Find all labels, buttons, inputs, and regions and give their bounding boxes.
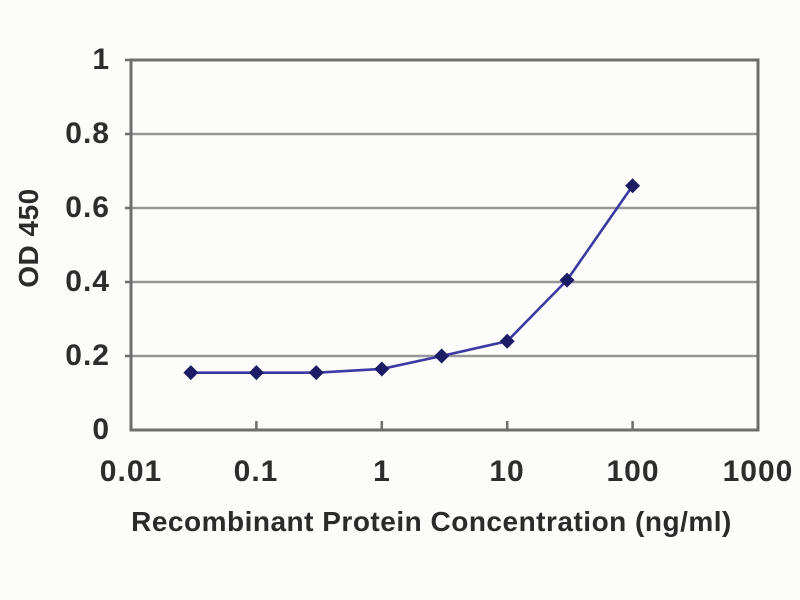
y-tick-label-0-4: 0.4 <box>65 265 110 298</box>
data-series-line <box>190 185 634 374</box>
y-axis-title: OD 450 <box>13 188 44 288</box>
x-tick-label-1: 1 <box>373 455 391 488</box>
x-tick-label-10: 10 <box>489 455 525 488</box>
y-tick-label-0: 0 <box>92 413 110 446</box>
x-axis-title: Recombinant Protein Concentration (ng/ml… <box>131 506 732 537</box>
y-tick-label-0-2: 0.2 <box>65 339 110 372</box>
data-point-markers <box>183 178 641 381</box>
axis-tick-marks <box>125 58 634 430</box>
x-tick-label-0-1: 0.1 <box>233 455 279 488</box>
y-tick-label-1: 1 <box>92 43 110 76</box>
plot-frame <box>129 58 760 432</box>
x-tick-label-100: 100 <box>606 455 660 488</box>
x-tick-label-0-01: 0.01 <box>99 455 163 488</box>
y-tick-label-0-6: 0.6 <box>65 191 110 224</box>
gridlines <box>131 132 758 358</box>
y-tick-label-0-8: 0.8 <box>65 117 110 150</box>
x-tick-label-1000: 1000 <box>722 455 794 488</box>
